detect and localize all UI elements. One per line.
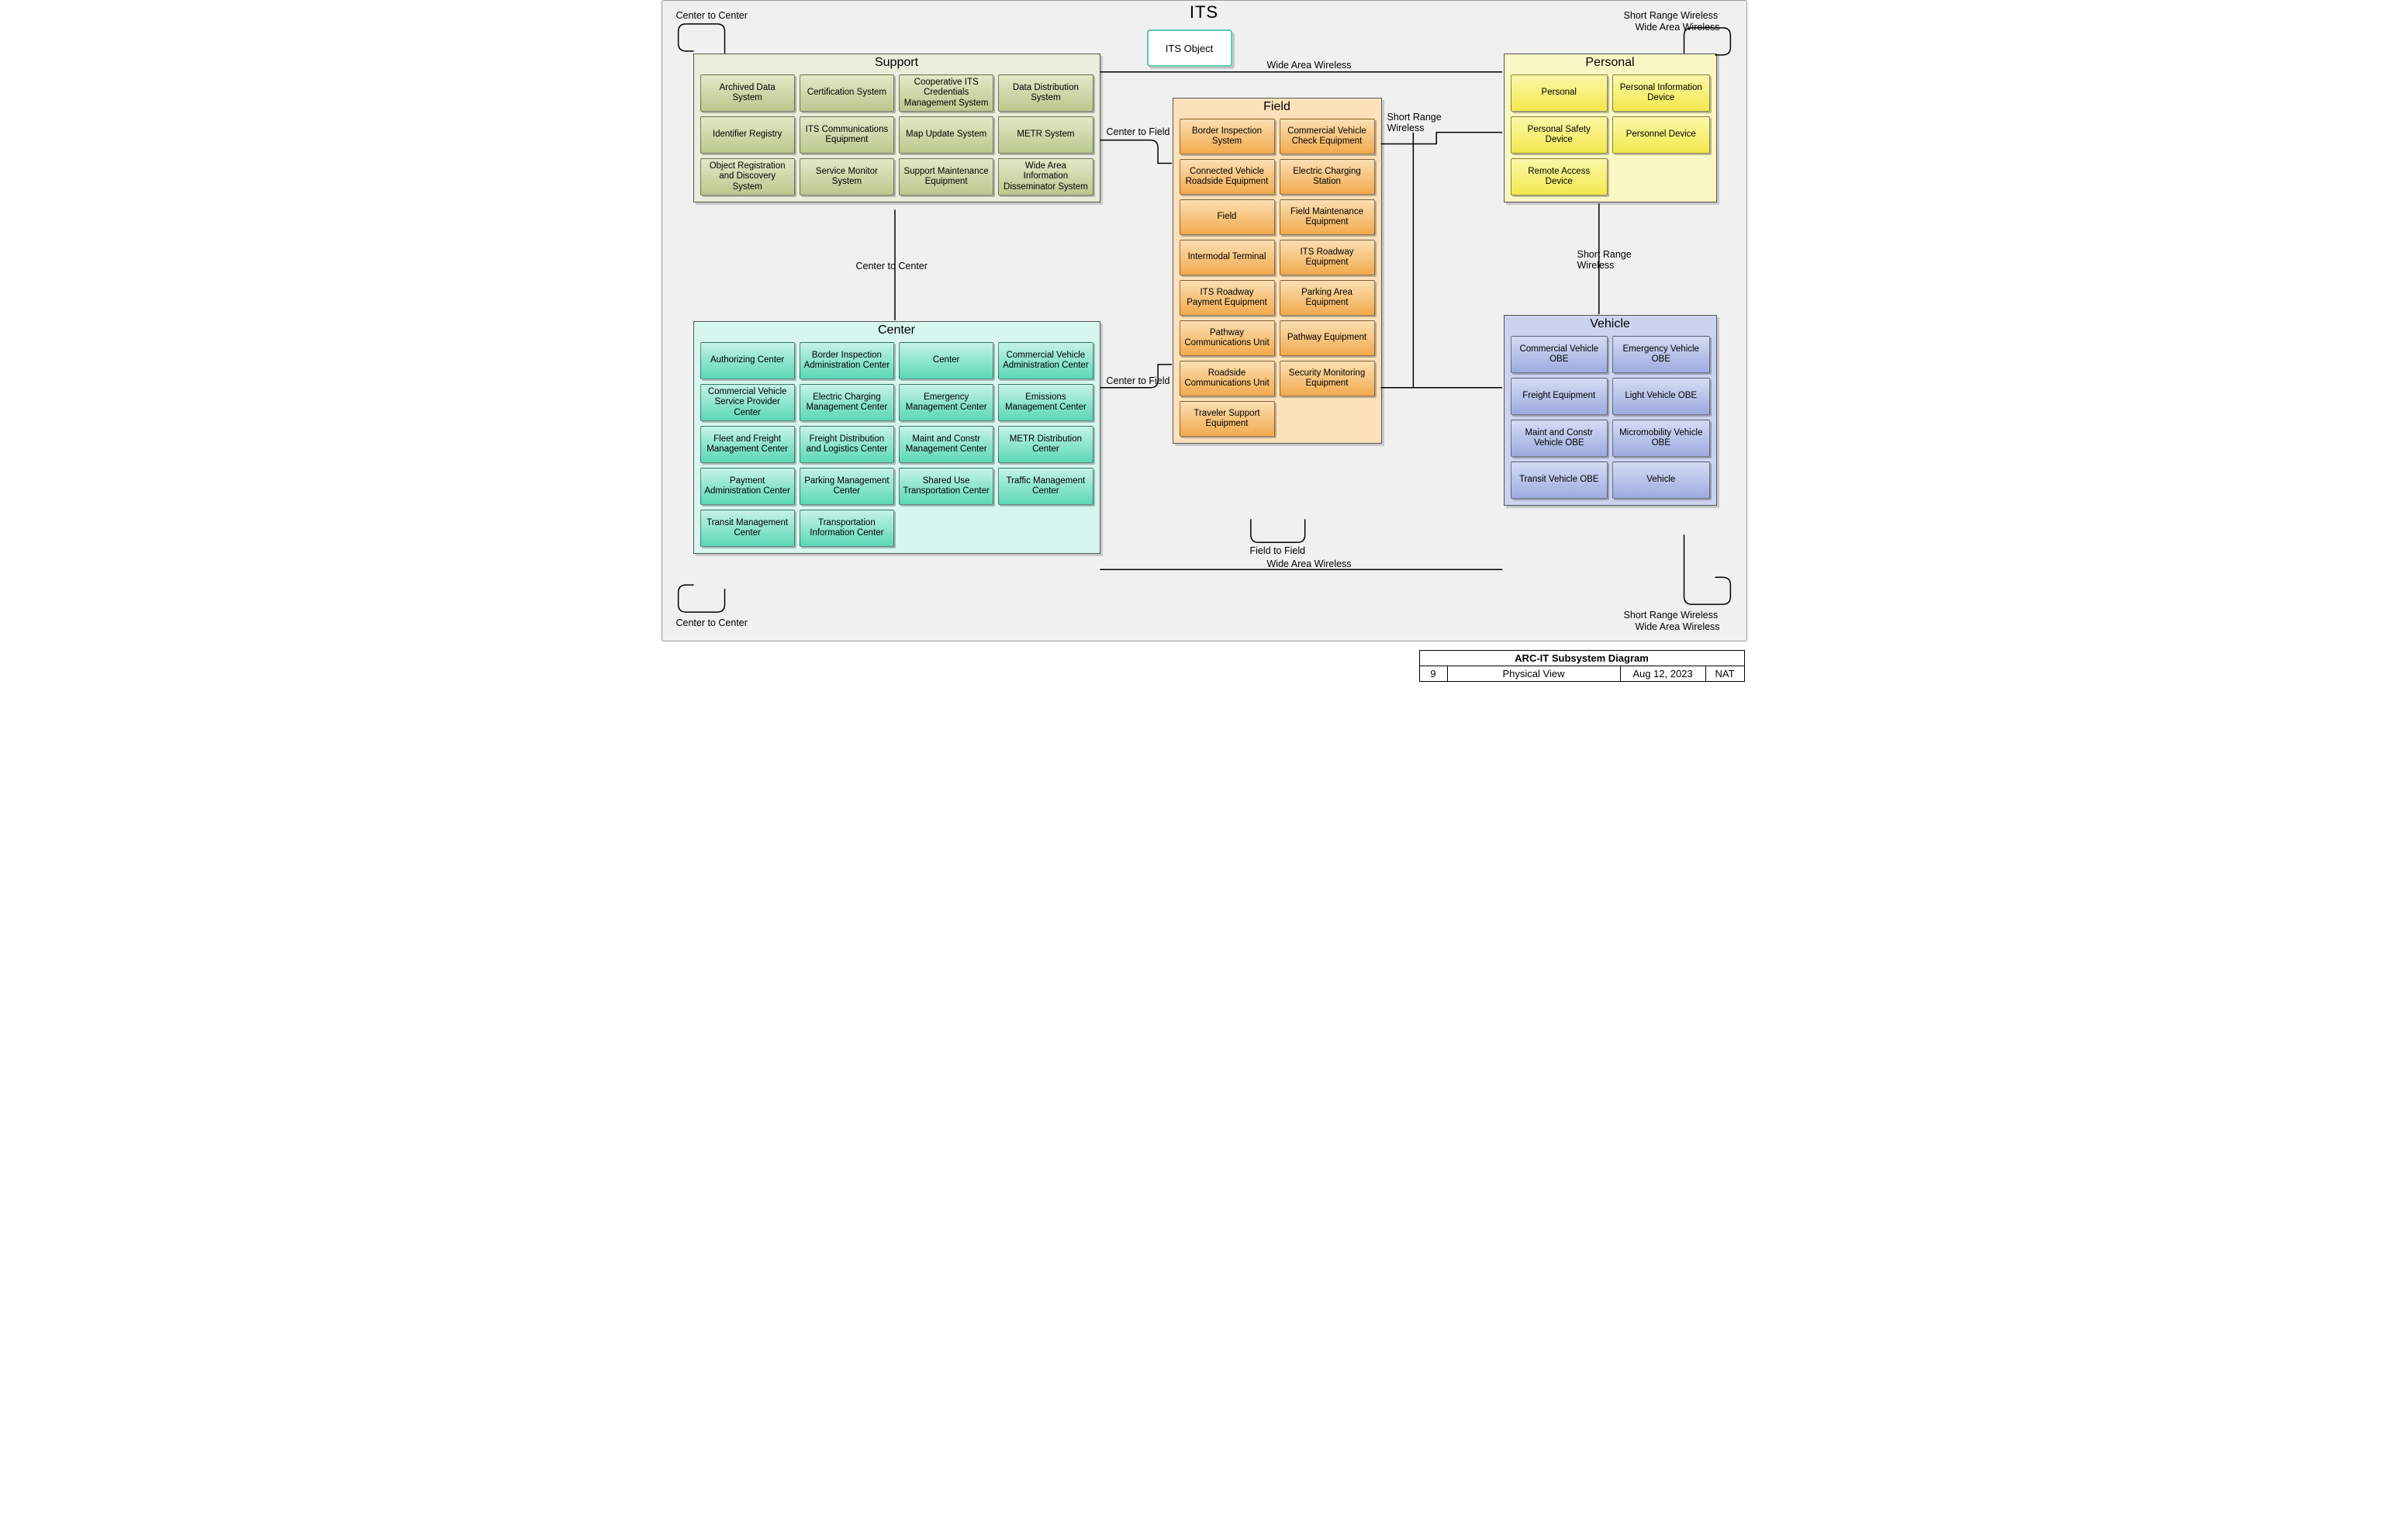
lbl-support-self: Center to Center [676, 10, 748, 21]
center-node[interactable]: Emergency Management Center [899, 384, 993, 421]
its-object-node[interactable]: ITS Object [1147, 29, 1232, 67]
lbl-personal-self-1: Short Range Wireless [1624, 10, 1719, 21]
group-support-title: Support [694, 56, 1100, 70]
center-node[interactable]: Commercial Vehicle Administration Center [998, 342, 1093, 379]
vehicle-node[interactable]: Emergency Vehicle OBE [1612, 336, 1710, 373]
lbl-top-wireless: Wide Area Wireless [1267, 60, 1352, 71]
vehicle-node[interactable]: Freight Equipment [1511, 378, 1608, 415]
personal-node[interactable]: Remote Access Device [1511, 158, 1608, 195]
field-node[interactable]: ITS Roadway Equipment [1280, 240, 1375, 275]
center-node[interactable]: Center [899, 342, 993, 379]
personal-node[interactable]: Personal Information Device [1612, 74, 1710, 112]
center-node[interactable]: Emissions Management Center [998, 384, 1093, 421]
center-node[interactable]: Freight Distribution and Logistics Cente… [800, 426, 894, 463]
field-node[interactable]: Parking Area Equipment [1280, 280, 1375, 316]
center-node[interactable]: Parking Management Center [800, 468, 894, 505]
personal-node[interactable]: Personnel Device [1612, 116, 1710, 154]
footer-title: ARC-IT Subsystem Diagram [1419, 651, 1744, 666]
center-node[interactable]: Transit Management Center [700, 510, 795, 547]
field-node[interactable]: ITS Roadway Payment Equipment [1180, 280, 1275, 316]
support-node[interactable]: Support Maintenance Equipment [899, 158, 993, 195]
vehicle-node[interactable]: Vehicle [1612, 462, 1710, 499]
group-center: Center Authorizing CenterBorder Inspecti… [693, 321, 1100, 554]
vehicle-node[interactable]: Commercial Vehicle OBE [1511, 336, 1608, 373]
field-node[interactable]: Commercial Vehicle Check Equipment [1280, 119, 1375, 154]
support-node[interactable]: Certification System [800, 74, 894, 112]
center-node[interactable]: Commercial Vehicle Service Provider Cent… [700, 384, 795, 421]
footer-block: ARC-IT Subsystem Diagram 9 Physical View… [1419, 650, 1745, 682]
support-node[interactable]: Wide Area Information Disseminator Syste… [998, 158, 1093, 195]
field-node[interactable]: Pathway Equipment [1280, 320, 1375, 356]
support-node[interactable]: Data Distribution System [998, 74, 1093, 112]
center-node[interactable]: Transportation Information Center [800, 510, 894, 547]
center-node[interactable]: METR Distribution Center [998, 426, 1093, 463]
field-node[interactable]: Electric Charging Station [1280, 159, 1375, 195]
group-personal-title: Personal [1505, 56, 1716, 70]
support-node[interactable]: Cooperative ITS Credentials Management S… [899, 74, 993, 112]
support-node[interactable]: ITS Communications Equipment [800, 116, 894, 154]
group-field: Field Border Inspection SystemCommercial… [1173, 98, 1382, 444]
lbl-center-self: Center to Center [676, 617, 748, 628]
group-support-body: Archived Data SystemCertification System… [694, 74, 1100, 202]
support-node[interactable]: Service Monitor System [800, 158, 894, 195]
lbl-support-center: Center to Center [856, 261, 928, 271]
its-object-label: ITS Object [1166, 43, 1213, 54]
group-field-title: Field [1173, 100, 1381, 114]
group-field-body: Border Inspection SystemCommercial Vehic… [1173, 119, 1381, 443]
lbl-vehicle-self-2: Wide Area Wireless [1636, 621, 1720, 632]
group-vehicle-body: Commercial Vehicle OBEEmergency Vehicle … [1505, 336, 1716, 505]
lbl-vehicle-self-1: Short Range Wireless [1624, 610, 1719, 621]
center-node[interactable]: Maint and Constr Management Center [899, 426, 993, 463]
center-node[interactable]: Shared Use Transportation Center [899, 468, 993, 505]
footer-table: ARC-IT Subsystem Diagram 9 Physical View… [1419, 650, 1745, 682]
lbl-field-personal: Short Range Wireless [1387, 112, 1457, 133]
diagram-canvas: ITS ITS Object Support Archived Data Sys… [662, 0, 1747, 684]
support-node[interactable]: Object Registration and Discovery System [700, 158, 795, 195]
lbl-personal-self-2: Wide Area Wireless [1636, 22, 1720, 33]
vehicle-node[interactable]: Light Vehicle OBE [1612, 378, 1710, 415]
vehicle-node[interactable]: Transit Vehicle OBE [1511, 462, 1608, 499]
field-node[interactable]: Field Maintenance Equipment [1280, 199, 1375, 235]
center-node[interactable]: Traffic Management Center [998, 468, 1093, 505]
lbl-support-field: Center to Field [1107, 126, 1170, 137]
diagram-frame: ITS ITS Object Support Archived Data Sys… [662, 0, 1747, 641]
footer-cell-3: NAT [1705, 666, 1744, 682]
footer-cell-0: 9 [1419, 666, 1447, 682]
personal-node[interactable]: Personal Safety Device [1511, 116, 1608, 154]
footer-cell-2: Aug 12, 2023 [1620, 666, 1705, 682]
field-node[interactable]: Security Monitoring Equipment [1280, 361, 1375, 396]
footer-cell-1: Physical View [1447, 666, 1620, 682]
group-vehicle-title: Vehicle [1505, 317, 1716, 331]
group-center-title: Center [694, 323, 1100, 337]
group-support: Support Archived Data SystemCertificatio… [693, 54, 1100, 202]
field-node[interactable]: Traveler Support Equipment [1180, 401, 1275, 437]
field-node[interactable]: Intermodal Terminal [1180, 240, 1275, 275]
support-node[interactable]: Map Update System [899, 116, 993, 154]
field-node[interactable]: Pathway Communications Unit [1180, 320, 1275, 356]
lbl-personal-vehicle: Short Range Wireless [1577, 249, 1647, 271]
group-center-body: Authorizing CenterBorder Inspection Admi… [694, 342, 1100, 553]
field-node[interactable]: Roadside Communications Unit [1180, 361, 1275, 396]
center-node[interactable]: Authorizing Center [700, 342, 795, 379]
lbl-bottom-wireless: Wide Area Wireless [1267, 558, 1352, 569]
field-node[interactable]: Field [1180, 199, 1275, 235]
lbl-field-self: Field to Field [1250, 545, 1306, 556]
field-node[interactable]: Connected Vehicle Roadside Equipment [1180, 159, 1275, 195]
center-node[interactable]: Border Inspection Administration Center [800, 342, 894, 379]
group-personal-body: PersonalPersonal Information DevicePerso… [1505, 74, 1716, 202]
support-node[interactable]: Archived Data System [700, 74, 795, 112]
center-node[interactable]: Payment Administration Center [700, 468, 795, 505]
vehicle-node[interactable]: Maint and Constr Vehicle OBE [1511, 420, 1608, 457]
center-node[interactable]: Fleet and Freight Management Center [700, 426, 795, 463]
lbl-center-field: Center to Field [1107, 375, 1170, 386]
field-node[interactable]: Border Inspection System [1180, 119, 1275, 154]
group-vehicle: Vehicle Commercial Vehicle OBEEmergency … [1504, 315, 1717, 506]
diagram-title: ITS [662, 2, 1746, 22]
vehicle-node[interactable]: Micromobility Vehicle OBE [1612, 420, 1710, 457]
center-node[interactable]: Electric Charging Management Center [800, 384, 894, 421]
group-personal: Personal PersonalPersonal Information De… [1504, 54, 1717, 202]
personal-node[interactable]: Personal [1511, 74, 1608, 112]
support-node[interactable]: METR System [998, 116, 1093, 154]
support-node[interactable]: Identifier Registry [700, 116, 795, 154]
